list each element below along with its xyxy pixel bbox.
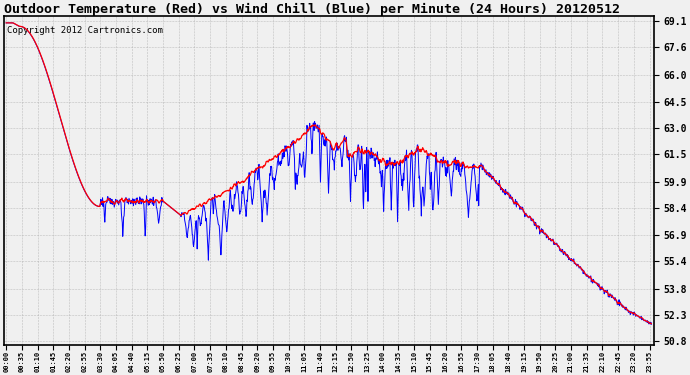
Text: Copyright 2012 Cartronics.com: Copyright 2012 Cartronics.com [7,26,163,35]
Text: Outdoor Temperature (Red) vs Wind Chill (Blue) per Minute (24 Hours) 20120512: Outdoor Temperature (Red) vs Wind Chill … [4,3,620,16]
